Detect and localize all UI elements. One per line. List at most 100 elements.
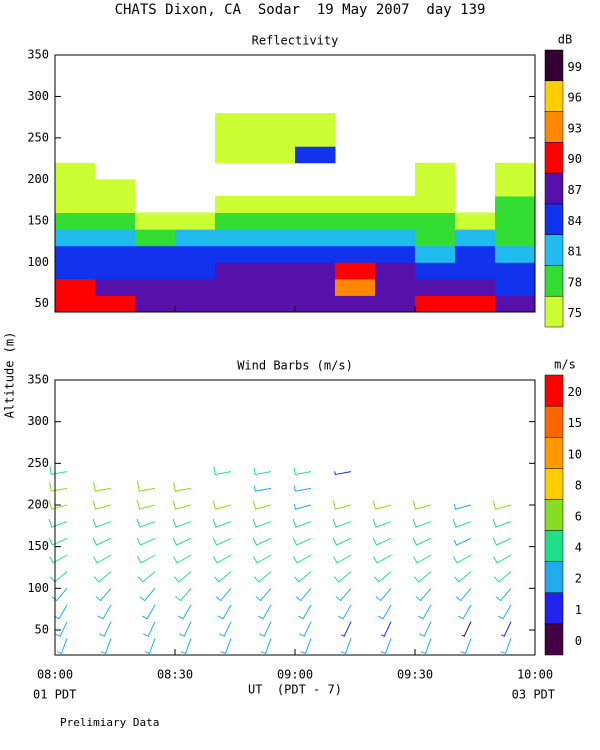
colorbar-label: 84	[568, 214, 582, 228]
y-tick-label: 200	[27, 498, 49, 512]
wind-barb	[413, 554, 432, 564]
cell	[135, 262, 176, 280]
wind-barb	[48, 500, 68, 510]
wind-barb	[100, 638, 112, 655]
footer-note: Prelimiary Data	[60, 716, 159, 729]
wind-barb	[212, 518, 232, 528]
wind-barb	[253, 467, 272, 476]
cell	[215, 113, 256, 131]
cell	[215, 245, 256, 263]
cell	[95, 195, 136, 214]
cell	[215, 129, 256, 147]
cell	[175, 245, 216, 263]
y-tick-label: 150	[27, 539, 49, 553]
cell	[495, 245, 536, 263]
cell	[295, 195, 336, 214]
wind-barb	[420, 638, 432, 655]
cell	[415, 212, 456, 230]
wind-barb	[93, 554, 112, 564]
cell	[175, 278, 216, 296]
cell	[95, 212, 136, 230]
colorbar-label: 10	[568, 447, 582, 461]
colorbar-bin	[544, 49, 564, 82]
wind-barb	[495, 588, 512, 602]
cell	[295, 129, 336, 147]
y-tick-label: 300	[27, 414, 49, 428]
cell	[215, 195, 256, 214]
wind-barb	[292, 518, 312, 528]
wind-barb	[136, 500, 156, 510]
cell	[215, 278, 256, 296]
cell	[415, 262, 456, 280]
colorbar-bin	[544, 436, 564, 469]
wind-barb	[180, 638, 192, 655]
panel-title: Reflectivity	[252, 34, 339, 48]
wind-barb	[293, 467, 312, 476]
cell	[415, 179, 456, 197]
cell	[375, 212, 416, 230]
colorbar-bin	[544, 203, 564, 235]
cell	[375, 295, 416, 313]
wind-barb	[139, 588, 156, 602]
wind-barb	[340, 638, 352, 655]
wind-barb	[257, 604, 272, 620]
wind-barb	[255, 588, 272, 602]
wind-barb	[493, 571, 512, 583]
cell	[95, 245, 136, 263]
colorbar-label: 93	[568, 121, 582, 135]
cell	[255, 129, 296, 147]
x-tick-label: 09:30	[397, 668, 433, 682]
wind-barb	[332, 537, 352, 546]
colorbar-label: 99	[568, 60, 582, 74]
cell	[335, 295, 376, 313]
cell	[295, 113, 336, 131]
wind-barb	[460, 638, 472, 655]
cell	[215, 229, 256, 247]
wind-barb	[54, 621, 68, 637]
wind-barb	[332, 518, 352, 528]
wind-barb	[452, 518, 472, 528]
wind-barb	[253, 485, 272, 492]
x-note: 01 PDT	[33, 688, 76, 702]
x-axis-label: UT (PDT - 7)	[248, 683, 342, 697]
colorbar-bin	[544, 468, 564, 500]
colorbar-unit: dB	[558, 33, 572, 47]
cell	[255, 295, 296, 313]
wind-barb	[92, 518, 112, 528]
wind-barb	[372, 537, 392, 546]
wind-barb	[492, 500, 512, 510]
wind-barb	[293, 503, 312, 510]
colorbar-bin	[544, 234, 564, 266]
y-tick-label: 300	[27, 89, 49, 103]
wind-barb	[48, 518, 68, 528]
wind-barb	[175, 588, 192, 602]
cell	[495, 295, 536, 313]
cell	[495, 262, 536, 280]
y-tick-label: 50	[35, 623, 49, 637]
cell	[495, 162, 536, 180]
colorbar-bin	[544, 499, 564, 531]
wind-barb	[212, 537, 232, 546]
colorbar-label: 90	[568, 152, 582, 166]
wind-barb	[144, 638, 156, 655]
cell	[135, 278, 176, 296]
colorbar-bin	[544, 265, 564, 297]
wind-barb	[215, 588, 232, 602]
cell	[375, 278, 416, 296]
wind-barb	[56, 638, 68, 655]
wind-barb	[413, 571, 432, 583]
wind-barb	[260, 638, 272, 655]
cell	[495, 229, 536, 247]
wind-barb	[492, 518, 512, 528]
wind-barb	[213, 571, 232, 583]
cell	[95, 179, 136, 197]
wind-barb	[380, 638, 392, 655]
wind-barb	[372, 500, 392, 510]
y-tick-label: 250	[27, 130, 49, 144]
wind-barb	[49, 571, 68, 583]
x-tick-label: 08:00	[37, 668, 73, 682]
cell	[95, 262, 136, 280]
wind-barb	[334, 471, 352, 476]
cell	[335, 229, 376, 247]
cell	[295, 212, 336, 230]
